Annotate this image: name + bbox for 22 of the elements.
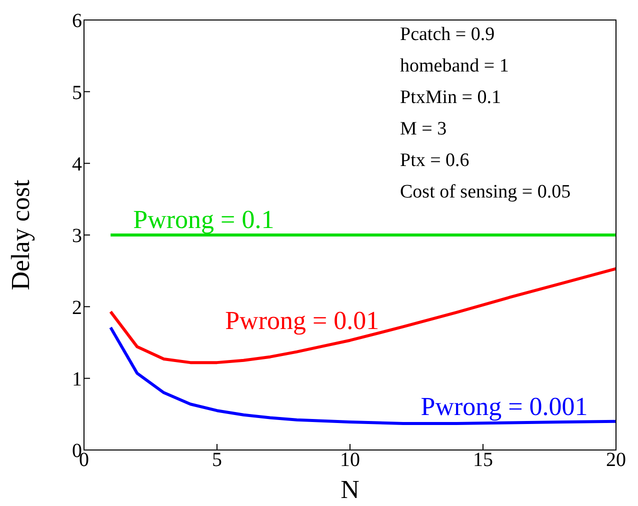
series-label: Pwrong = 0.1 bbox=[133, 205, 274, 234]
series-label: Pwrong = 0.01 bbox=[225, 306, 380, 336]
line-series bbox=[109, 267, 616, 364]
x-tick-label: 5 bbox=[212, 449, 222, 472]
y-tick-label: 6 bbox=[72, 10, 82, 32]
y-tick-label: 3 bbox=[72, 225, 82, 248]
annotation: homeband = 1 bbox=[400, 56, 509, 76]
annotation: Cost of sensing = 0.05 bbox=[400, 182, 571, 202]
x-tick-label: 20 bbox=[606, 449, 626, 472]
y-tick-label: 1 bbox=[72, 368, 82, 390]
y-tick-label: 2 bbox=[72, 296, 82, 319]
x-tick-label: 15 bbox=[473, 449, 493, 472]
annotation: Pcatch = 0.9 bbox=[400, 24, 495, 45]
series-label: Pwrong = 0.001 bbox=[420, 392, 588, 422]
x-tick-label: 10 bbox=[340, 449, 360, 472]
y-axis-title: Delay cost bbox=[6, 178, 36, 290]
x-axis-title: N bbox=[340, 475, 360, 504]
annotation: PtxMin = 0.1 bbox=[400, 87, 501, 108]
annotation: Ptx = 0.6 bbox=[400, 150, 470, 171]
y-tick-label: 5 bbox=[72, 82, 82, 104]
y-tick-label: 4 bbox=[72, 153, 82, 176]
annotation: M = 3 bbox=[400, 118, 447, 140]
